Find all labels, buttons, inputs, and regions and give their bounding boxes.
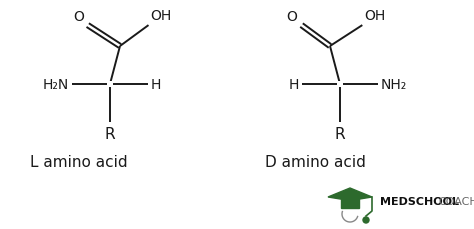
Circle shape [363, 217, 369, 223]
Polygon shape [107, 82, 113, 88]
Text: OH: OH [365, 9, 385, 23]
Text: O: O [287, 10, 298, 24]
Text: COACH: COACH [438, 196, 474, 206]
Text: H: H [151, 78, 161, 92]
Text: R: R [335, 126, 346, 141]
Text: OH: OH [151, 9, 172, 23]
Text: MEDSCHOOL: MEDSCHOOL [380, 196, 459, 206]
Polygon shape [341, 197, 359, 208]
Text: D amino acid: D amino acid [265, 154, 366, 169]
Text: O: O [73, 10, 84, 24]
Text: NH₂: NH₂ [381, 78, 407, 92]
Text: R: R [105, 126, 115, 141]
Text: H₂N: H₂N [43, 78, 69, 92]
Polygon shape [337, 82, 343, 88]
Text: H: H [289, 78, 299, 92]
Polygon shape [328, 188, 372, 201]
Text: L amino acid: L amino acid [30, 154, 128, 169]
